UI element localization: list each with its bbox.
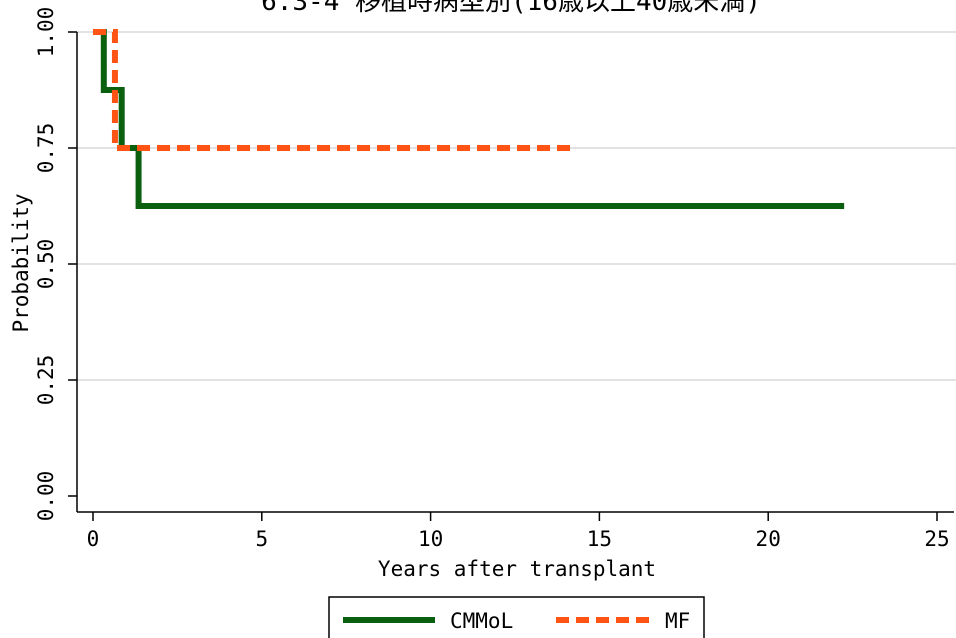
legend-label-cmmol: CMMoL	[450, 609, 513, 633]
x-tick-label: 20	[756, 527, 781, 551]
chart-title: 6.3-4 移植時病型別(16歳以上40歳未満)	[261, 0, 761, 17]
y-tick-label: 0.00	[34, 471, 58, 522]
x-tick-label: 15	[587, 527, 612, 551]
y-tick-label: 1.00	[34, 7, 58, 58]
series-line-mf	[93, 29, 573, 151]
x-axis-label: Years after transplant	[378, 557, 656, 581]
y-axis-label: Probability	[9, 193, 33, 332]
series-layer	[93, 29, 845, 209]
x-tick-label: 0	[87, 527, 100, 551]
y-tick-label: 0.25	[34, 355, 58, 406]
series-line-cmmol	[93, 29, 845, 209]
x-tick-label: 5	[255, 527, 268, 551]
legend-label-mf: MF	[665, 609, 690, 633]
legend: CMMoL MF	[328, 596, 705, 638]
x-tick-label: 25	[924, 527, 949, 551]
x-tick-label: 10	[418, 527, 443, 551]
axes: 0.00 0.25 0.50 0.75 1.00 0 5 10 15 20 25	[34, 7, 954, 551]
y-tick-label: 0.75	[34, 123, 58, 174]
y-tick-label: 0.50	[34, 239, 58, 290]
